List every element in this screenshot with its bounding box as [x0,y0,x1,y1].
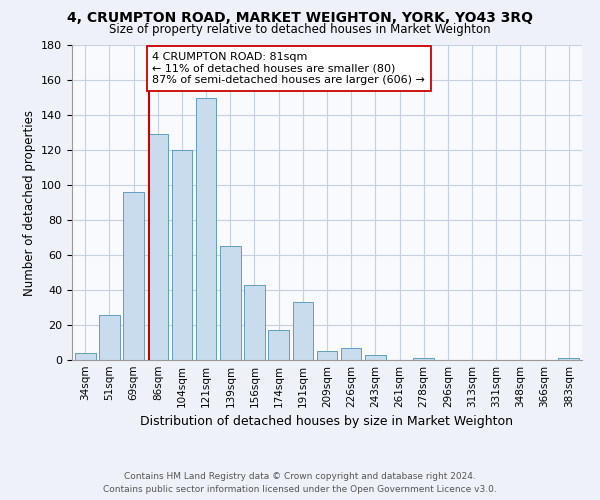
Bar [365,355,386,360]
Bar [559,358,579,360]
Text: Contains HM Land Registry data © Crown copyright and database right 2024.
Contai: Contains HM Land Registry data © Crown c… [103,472,497,494]
Bar [341,348,361,360]
Bar [99,314,120,360]
Bar [196,98,217,360]
Bar [413,358,434,360]
Bar [124,192,144,360]
Bar [268,330,289,360]
Bar [317,351,337,360]
Bar [75,353,95,360]
Bar [293,302,313,360]
Y-axis label: Number of detached properties: Number of detached properties [23,110,35,296]
Bar [172,150,192,360]
Text: 4 CRUMPTON ROAD: 81sqm
← 11% of detached houses are smaller (80)
87% of semi-det: 4 CRUMPTON ROAD: 81sqm ← 11% of detached… [152,52,425,85]
Text: 4, CRUMPTON ROAD, MARKET WEIGHTON, YORK, YO43 3RQ: 4, CRUMPTON ROAD, MARKET WEIGHTON, YORK,… [67,11,533,25]
X-axis label: Distribution of detached houses by size in Market Weighton: Distribution of detached houses by size … [140,416,514,428]
Bar [244,285,265,360]
Bar [220,246,241,360]
Text: Size of property relative to detached houses in Market Weighton: Size of property relative to detached ho… [109,22,491,36]
Bar [148,134,168,360]
